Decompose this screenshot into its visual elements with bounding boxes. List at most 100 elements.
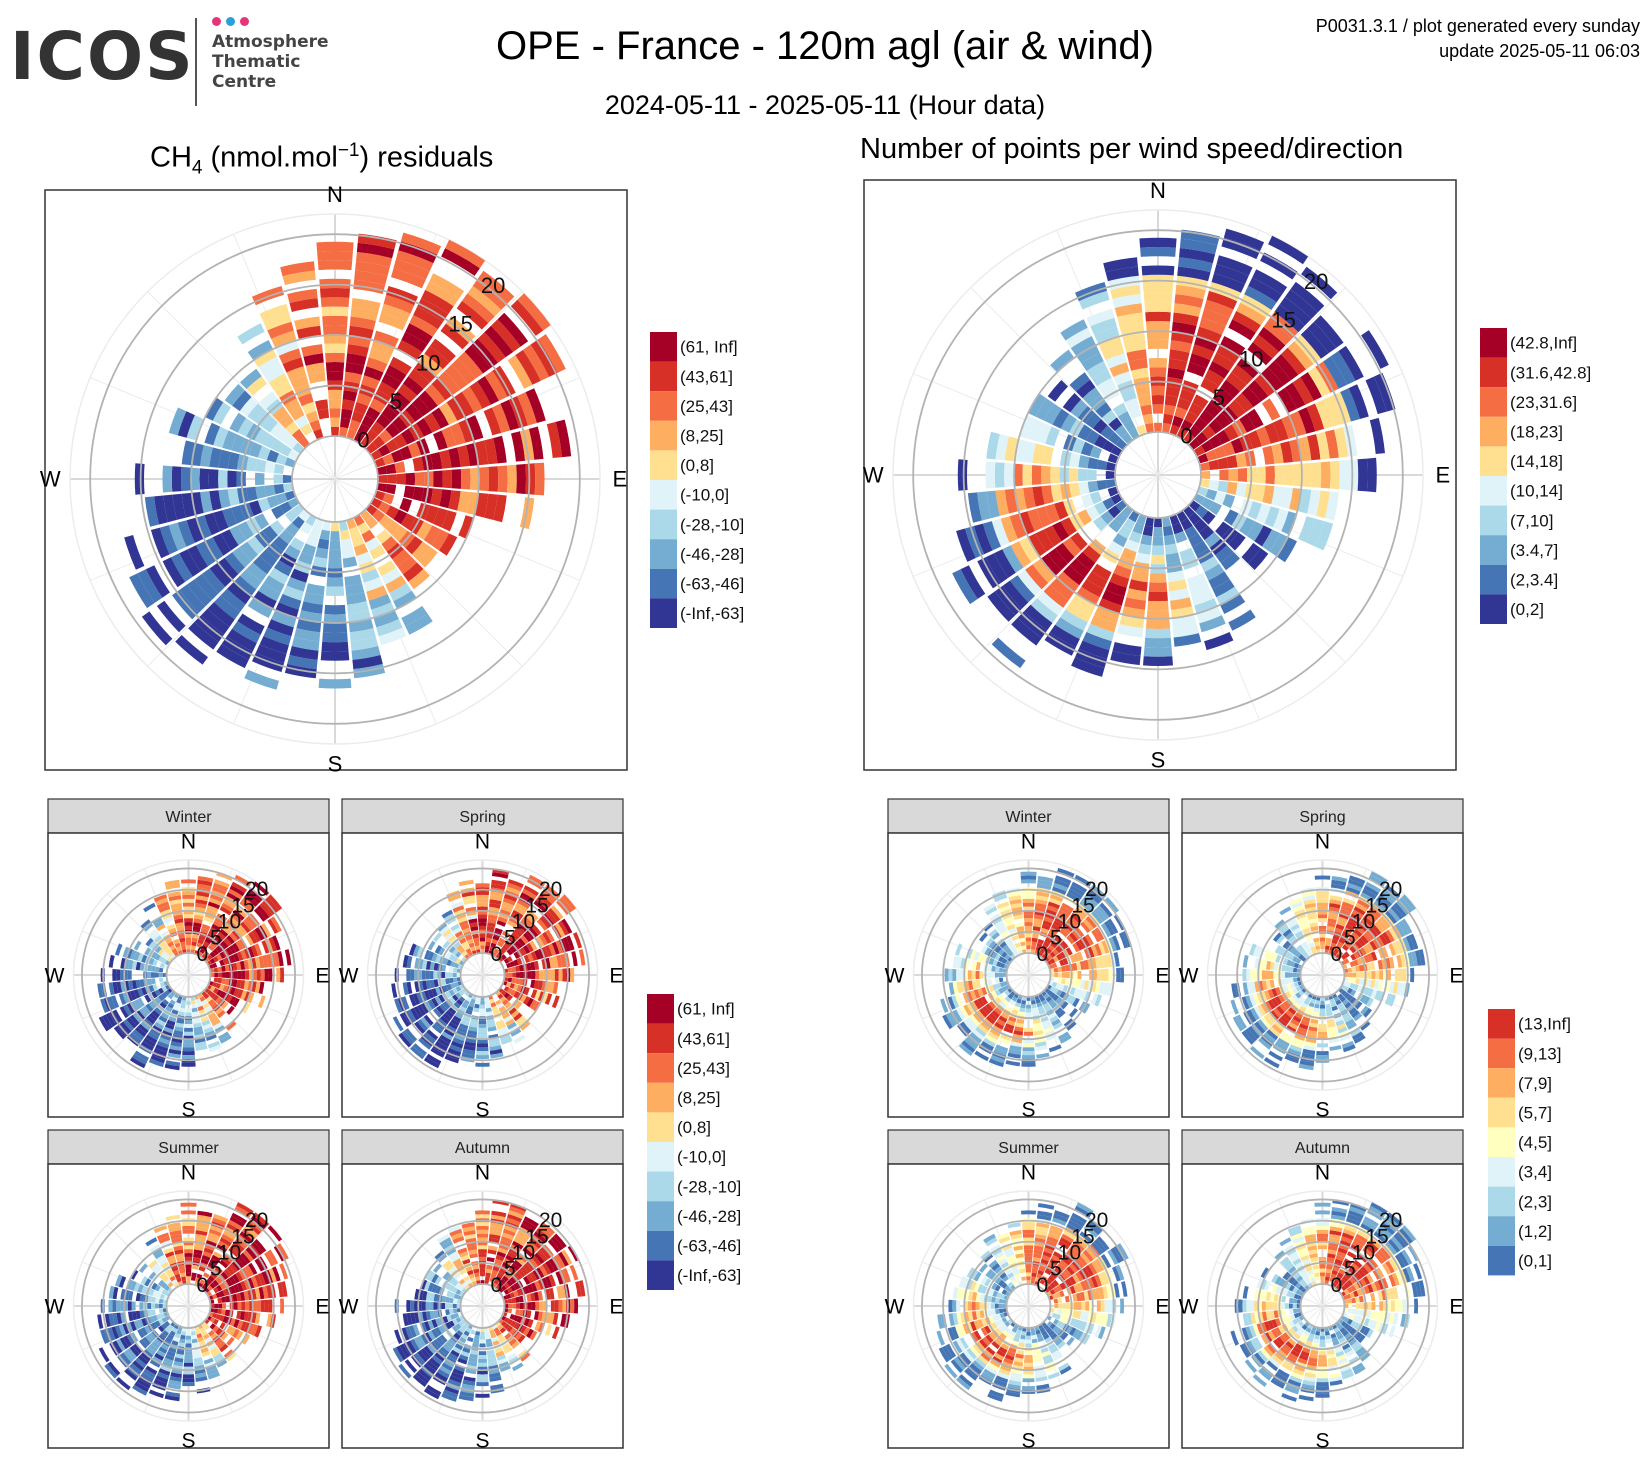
wind-bin-cell: [461, 1002, 468, 1009]
wind-bin-cell: [454, 930, 463, 938]
wind-bin-cell: [396, 473, 406, 485]
wind-bin-cell: [518, 964, 524, 972]
wind-bin-cell: [460, 923, 470, 931]
wind-bin-cell: [1172, 624, 1199, 638]
wind-bin-cell: [164, 1023, 175, 1030]
wind-bin-cell: [1087, 457, 1099, 470]
wind-bin-cell: [205, 996, 213, 1003]
wind-bin-cell: [248, 887, 264, 902]
wind-bin-cell: [213, 956, 219, 963]
wind-bin-cell: [1094, 326, 1120, 344]
wind-bin-cell: [1144, 302, 1172, 313]
wind-bin-cell: [506, 981, 512, 988]
wind-bin-cell: [122, 946, 130, 958]
wind-bin-cell: [534, 949, 541, 960]
wind-bin-cell: [381, 567, 402, 585]
wind-bin-cell: [264, 461, 276, 474]
facet-strip-label: Summer: [158, 1140, 219, 1157]
wind-bin-cell: [182, 894, 195, 899]
wind-bin-cell: [1022, 898, 1035, 903]
wind-bin-cell: [208, 1044, 222, 1053]
wind-bin-cell: [1272, 418, 1289, 442]
wind-bin-cell: [385, 484, 397, 495]
wind-bin-cell: [1010, 541, 1032, 568]
wind-bin-cell: [497, 916, 508, 924]
wind-bin-cell: [1018, 511, 1035, 535]
wind-bin-cell: [1188, 424, 1202, 438]
wind-bin-cell: [1261, 970, 1266, 980]
wind-bin-cell: [385, 365, 407, 383]
wind-bin-cell: [469, 1022, 478, 1028]
wind-bin-cell: [1398, 968, 1403, 982]
wind-bin-cell: [439, 1015, 450, 1025]
wind-bin-cell: [1174, 294, 1204, 308]
wind-bin-cell: [181, 1062, 196, 1067]
wind-bin-cell: [1192, 394, 1209, 410]
wind-bin-cell: [1023, 487, 1036, 509]
wind-bin-cell: [409, 315, 438, 337]
wind-bin-cell: [1027, 533, 1047, 557]
wind-bin-cell: [182, 1043, 195, 1048]
wind-bin-cell: [112, 969, 117, 981]
wind-bin-cell: [118, 993, 127, 1005]
wind-bin-cell: [305, 535, 319, 548]
wind-bin-cell: [278, 593, 302, 610]
wind-bin-cell: [458, 351, 483, 379]
radial-gridline: [970, 287, 1159, 476]
wind-bin-cell: [1318, 918, 1327, 923]
wind-bin-cell: [354, 270, 388, 286]
wind-bin-cell: [523, 996, 531, 1005]
wind-bin-cell: [284, 509, 298, 523]
wind-bin-cell: [168, 1016, 177, 1023]
wind-bin-cell: [243, 980, 249, 991]
wind-bin-cell: [405, 323, 433, 345]
wind-bin-cell: [458, 515, 475, 539]
wind-bin-cell: [441, 978, 447, 986]
wind-bin-cell: [548, 943, 556, 956]
wind-bin-cell: [200, 1258, 209, 1265]
wind-bin-cell: [289, 646, 319, 660]
wind-bin-cell: [444, 1055, 459, 1064]
wind-bin-cell: [402, 376, 424, 396]
wind-bin-cell: [498, 1030, 510, 1038]
wind-bin-cell: [523, 954, 530, 963]
wind-bin-cell: [203, 993, 210, 1000]
wind-bin-cell: [458, 947, 466, 954]
wind-bin-cell: [1173, 303, 1202, 317]
wind-bin-cell: [229, 932, 238, 942]
wind-bin-cell: [1041, 445, 1054, 465]
wind-bin-cell: [108, 1299, 113, 1313]
wind-bin-cell: [1128, 531, 1142, 544]
wind-bin-cell: [273, 474, 283, 484]
wind-bin-cell: [1217, 480, 1229, 493]
wind-bin-cell: [476, 898, 489, 903]
title-superscript: −1: [337, 140, 360, 161]
wind-bin-cell: [537, 991, 545, 1002]
wind-bin-cell: [1108, 518, 1123, 533]
wind-bin-cell: [319, 278, 351, 289]
wind-bin-cell: [196, 1214, 212, 1221]
wind-bin-cell: [191, 1003, 197, 1009]
wind-bin-cell: [1204, 299, 1234, 318]
wind-bin-cell: [191, 1272, 197, 1278]
wind-bin-cell: [446, 984, 452, 991]
wind-bin-cell: [236, 979, 242, 989]
wind-bin-cell: [1044, 525, 1062, 547]
wind-bin-cell: [476, 1043, 489, 1048]
wind-bin-cell: [268, 1299, 273, 1313]
wind-bin-cell: [158, 905, 171, 913]
wind-bin-cell: [433, 507, 448, 528]
wind-bin-cell: [455, 951, 462, 958]
wind-bin-cell: [221, 1233, 234, 1244]
wind-bin-cell: [515, 1015, 526, 1025]
wind-bin-cell: [1289, 411, 1307, 437]
wind-bin-cell: [967, 970, 972, 980]
wind-bin-cell: [1267, 360, 1291, 386]
wind-bin-cell: [340, 408, 353, 420]
wind-bin-cell: [162, 999, 169, 1006]
wind-bin-cell: [232, 390, 252, 412]
wind-bin-cell: [374, 490, 386, 501]
wind-bin-cell: [266, 954, 273, 968]
wind-bin-cell: [262, 954, 269, 968]
wind-bin-cell: [466, 415, 484, 441]
